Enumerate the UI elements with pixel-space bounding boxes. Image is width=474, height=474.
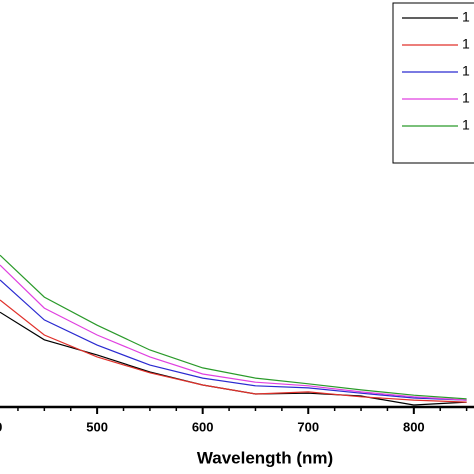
series-line: [0, 254, 467, 400]
series-line: [0, 299, 467, 403]
series-line: [0, 311, 467, 406]
x-tick-label: 800: [403, 419, 425, 434]
legend-label: 1: [462, 63, 470, 79]
x-axis-label: Wavelength (nm): [197, 448, 333, 467]
x-tick-label: 700: [297, 419, 319, 434]
series-line: [0, 279, 467, 401]
series-line: [0, 264, 467, 401]
x-tick-label: 500: [86, 419, 108, 434]
legend-label: 1: [462, 117, 470, 133]
legend-box: [392, 2, 474, 164]
legend-label: 1: [462, 36, 470, 52]
legend-label: 1: [462, 90, 470, 106]
x-tick-label: 400: [0, 419, 2, 434]
x-tick-label: 600: [192, 419, 214, 434]
legend-label: 1: [462, 9, 470, 25]
